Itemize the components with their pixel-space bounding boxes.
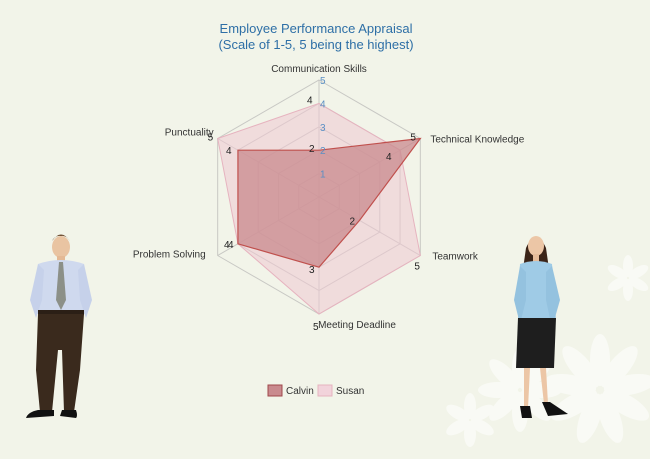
decorative-flowers [446, 255, 650, 447]
data-label-susan: 4 [228, 240, 234, 251]
chart-title: Employee Performance Appraisal [220, 21, 413, 36]
category-label: Meeting Deadline [318, 320, 396, 331]
tick-label: 1 [320, 170, 326, 181]
tick-label: 2 [320, 146, 326, 157]
tick-label: 4 [320, 99, 326, 110]
woman-illustration [514, 236, 568, 418]
data-label-susan: 4 [307, 95, 313, 106]
tick-label: 3 [320, 123, 326, 134]
legend-swatch-susan [317, 384, 333, 397]
category-label: Teamwork [432, 252, 479, 263]
legend-swatch-calvin [267, 384, 283, 397]
data-label-susan: 5 [208, 133, 214, 144]
data-label-calvin: 2 [309, 144, 315, 155]
data-label-susan: 5 [414, 262, 420, 273]
legend-label-susan: Susan [336, 386, 364, 397]
legend: Calvin Susan [267, 384, 364, 397]
man-illustration [26, 234, 92, 418]
data-label-calvin: 4 [226, 146, 232, 157]
series-area-calvin [237, 137, 422, 268]
radar-series [217, 102, 422, 315]
data-label-calvin: 2 [350, 216, 356, 227]
data-label-susan: 4 [386, 152, 392, 163]
category-label: Punctuality [165, 128, 214, 139]
legend-label-calvin: Calvin [286, 386, 314, 397]
category-label: Technical Knowledge [430, 135, 524, 146]
tick-label: 5 [320, 76, 326, 87]
category-label: Communication Skills [271, 64, 367, 75]
data-label-susan: 5 [313, 322, 319, 333]
data-label-calvin: 3 [309, 265, 315, 276]
data-label-calvin: 5 [410, 133, 416, 144]
data-label-calvin: 4 [224, 240, 230, 251]
chart-subtitle: (Scale of 1-5, 5 being the highest) [218, 37, 413, 52]
category-label: Problem Solving [133, 250, 206, 261]
